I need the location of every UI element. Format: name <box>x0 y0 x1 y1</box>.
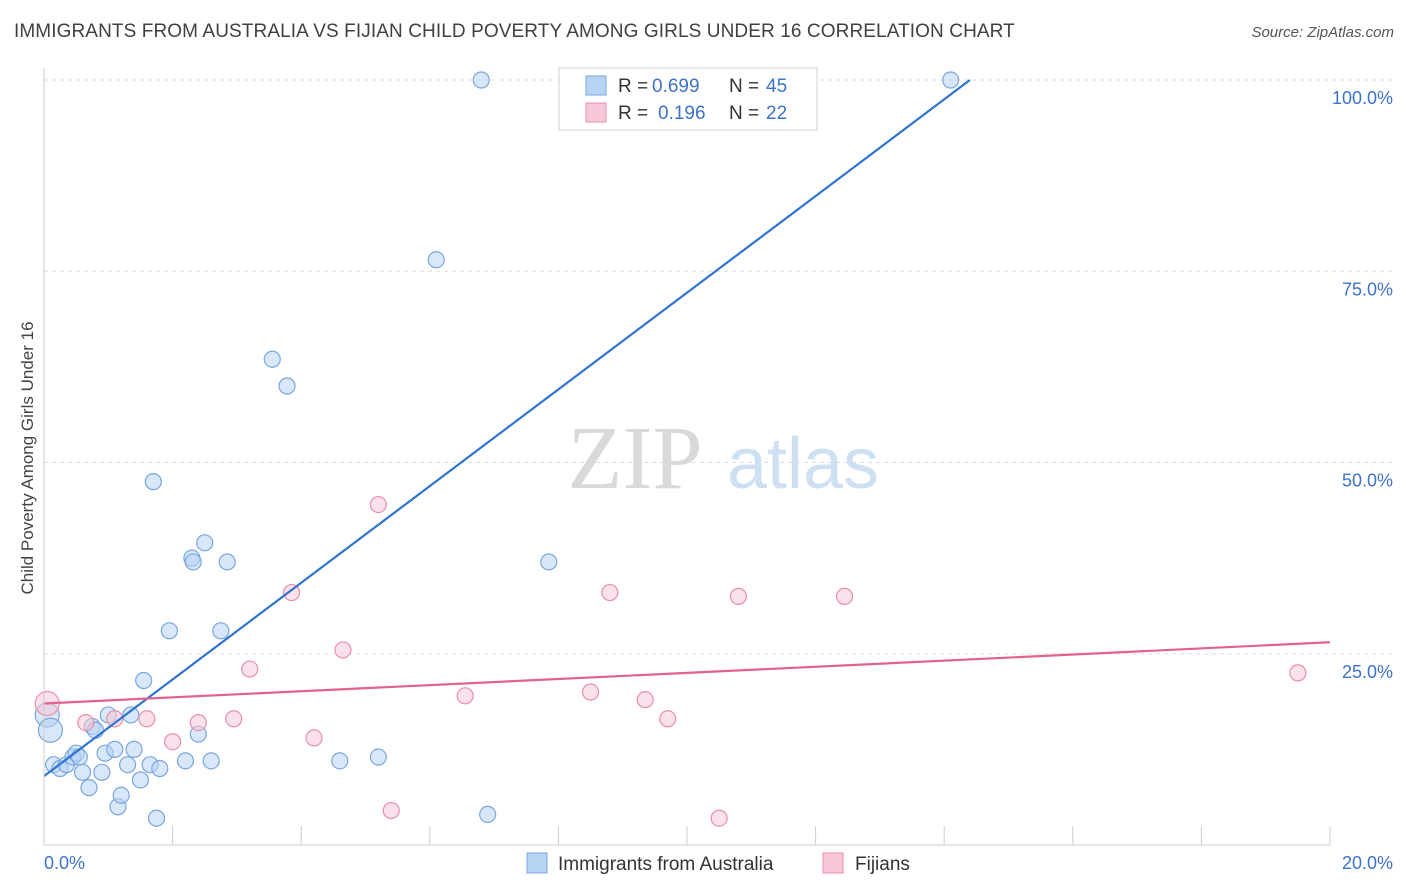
y-tick-label: 50.0% <box>1342 471 1393 491</box>
legend-item-australia-swatch <box>526 852 548 874</box>
australia-point <box>427 251 445 269</box>
series-legend: Immigrants from Australia Fijians <box>526 852 910 875</box>
australia-point <box>184 553 202 571</box>
points-layer <box>34 71 1307 827</box>
watermark-atlas: atlas <box>727 424 879 504</box>
fijians-point <box>382 801 400 820</box>
legend-r-value-1: 0.699 <box>652 76 700 97</box>
fijians-point <box>659 710 677 728</box>
australia-point <box>331 752 349 770</box>
fijians-point <box>581 683 600 701</box>
fijians-point <box>456 687 474 705</box>
legend-swatch-pink <box>585 102 607 123</box>
australia-point <box>218 553 236 571</box>
fijians-point <box>1289 664 1307 682</box>
australia-point <box>37 717 64 743</box>
australia-point <box>112 786 130 804</box>
fijians-point <box>282 583 301 602</box>
stats-legend: R = 0.699 N = 45 R = 0.196 N = 22 <box>558 67 818 131</box>
legend-r-label-2: R = <box>618 103 648 124</box>
fijians-point <box>106 710 124 728</box>
australia-point <box>479 805 497 824</box>
source-credit: Source: ZipAtlas.com <box>1251 24 1394 41</box>
australia-point <box>472 71 490 89</box>
fijians-point <box>305 729 323 747</box>
australia-point <box>202 752 220 770</box>
watermark-zip: ZIP <box>568 409 703 508</box>
x-min-label: 0.0% <box>44 853 85 873</box>
fijians-point <box>710 809 728 827</box>
australia-point <box>196 534 214 552</box>
fijians-point <box>369 495 387 514</box>
australia-point <box>160 622 178 640</box>
australia-point <box>73 763 92 781</box>
y-tick-label: 75.0% <box>1342 279 1393 299</box>
grid-layer <box>44 79 1392 655</box>
x-max-label: 20.0% <box>1342 853 1393 873</box>
fijians-point <box>729 587 748 605</box>
australia-point <box>131 771 150 789</box>
legend-item-australia-label: Immigrants from Australia <box>558 854 774 875</box>
fijians-point <box>77 713 95 732</box>
australia-point <box>369 748 387 766</box>
y-tick-label: 25.0% <box>1342 662 1393 682</box>
australia-point <box>93 763 111 781</box>
legend-r-value-2: 0.196 <box>658 103 706 124</box>
fijians-point <box>636 691 654 709</box>
australia-point <box>70 748 88 766</box>
y-axis-label: Child Poverty Among Girls Under 16 <box>18 321 37 594</box>
australia-point <box>144 473 162 491</box>
fijians-point <box>138 710 156 728</box>
fijians-point <box>241 660 259 678</box>
legend-item-fijians-label: Fijians <box>855 854 910 875</box>
fijians-point <box>835 587 854 605</box>
legend-n-value-1: 45 <box>766 76 787 97</box>
chart-title: IMMIGRANTS FROM AUSTRALIA VS FIJIAN CHIL… <box>14 21 1015 42</box>
fijians-point <box>164 733 182 751</box>
fijians-point <box>601 583 619 602</box>
australia-point <box>80 779 98 797</box>
australia-point <box>147 809 166 827</box>
trend-layer <box>43 79 1331 778</box>
australia-point <box>942 71 960 89</box>
legend-swatch-blue <box>585 75 607 96</box>
australia-trend-line <box>43 79 971 778</box>
fijians-point <box>189 713 207 732</box>
legend-n-value-2: 22 <box>766 103 787 124</box>
australia-point <box>122 706 140 724</box>
australia-point <box>540 553 558 571</box>
australia-point <box>278 377 296 395</box>
australia-point <box>125 740 143 758</box>
fijians-trend-line <box>43 641 1331 705</box>
fijians-point <box>225 710 243 728</box>
axis-layer: 25.0% 50.0% 75.0% 100.0% <box>43 68 1393 846</box>
australia-point <box>135 671 153 690</box>
legend-r-label-1: R = <box>618 76 648 97</box>
australia-point <box>151 759 169 778</box>
x-ticks-layer <box>172 826 1331 845</box>
y-tick-label: 100.0% <box>1332 88 1393 108</box>
fijians-point <box>334 641 352 659</box>
australia-point <box>176 752 195 770</box>
australia-point <box>212 622 230 640</box>
australia-point <box>263 350 281 368</box>
legend-n-label-1: N = <box>729 76 759 97</box>
australia-point <box>118 756 137 774</box>
legend-n-label-2: N = <box>729 103 759 124</box>
legend-item-fijians-swatch <box>822 852 844 874</box>
australia-point <box>106 740 124 758</box>
